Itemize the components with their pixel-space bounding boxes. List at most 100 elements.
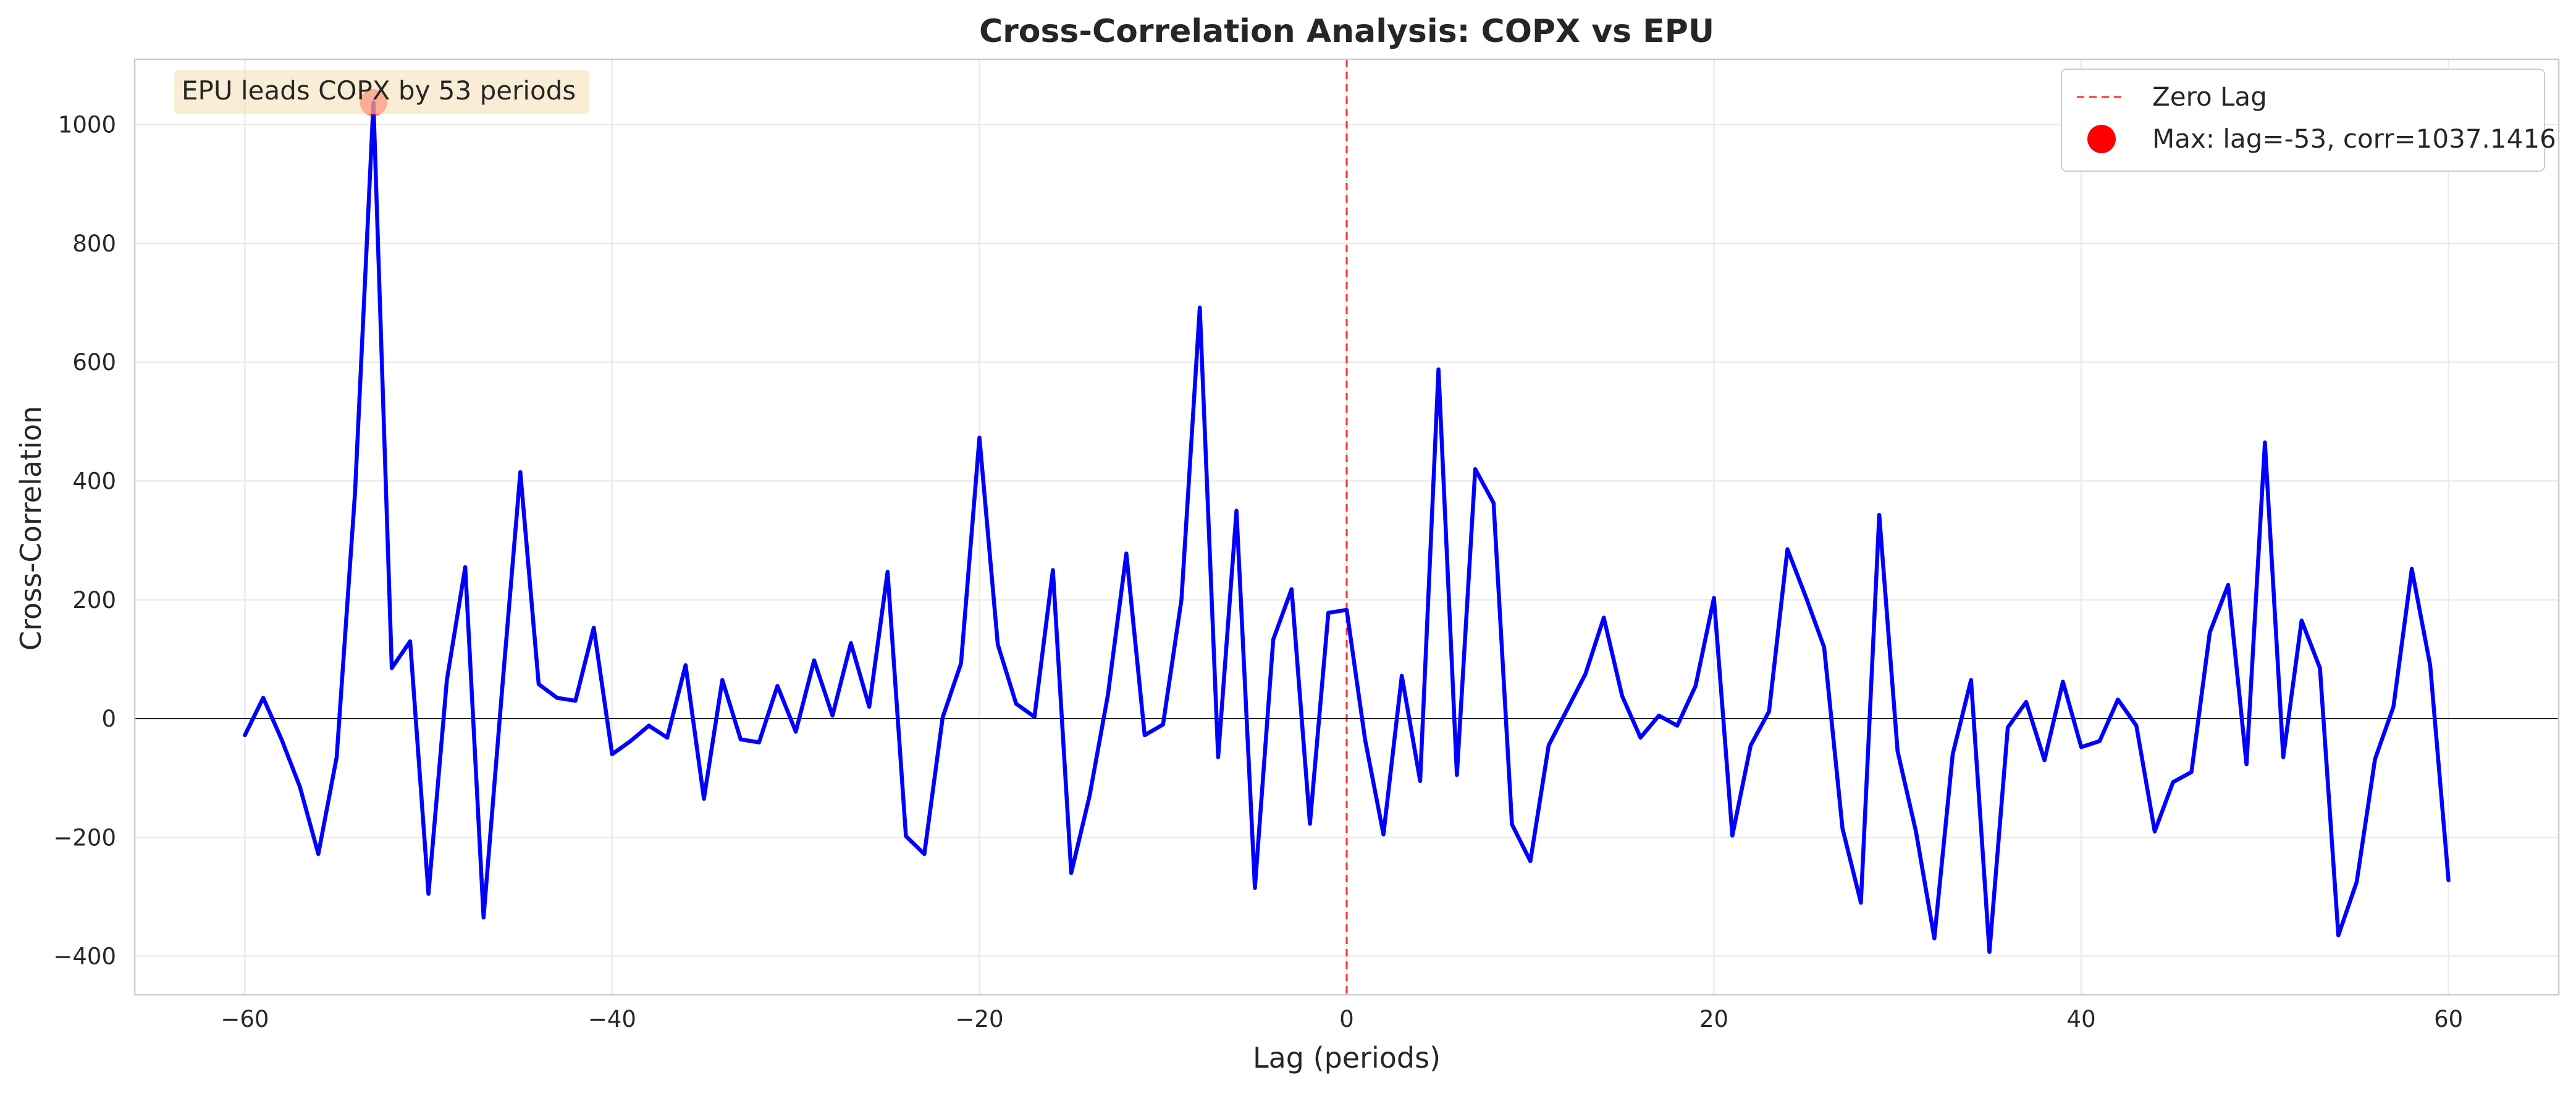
data-point: [2061, 680, 2065, 683]
data-point: [1639, 736, 1643, 740]
data-point: [1437, 368, 1441, 371]
data-point: [977, 436, 981, 439]
data-point: [1455, 773, 1458, 777]
data-point: [1124, 552, 1128, 555]
data-point: [922, 852, 926, 856]
data-point: [1528, 859, 1532, 863]
data-point: [1326, 611, 1330, 615]
y-tick-label: 1000: [58, 112, 116, 138]
y-tick-label: −200: [53, 824, 116, 851]
data-point: [812, 659, 816, 662]
data-point: [2245, 762, 2249, 766]
data-point: [2391, 705, 2395, 709]
data-point: [1822, 646, 1826, 649]
data-point: [1510, 822, 1514, 826]
data-point: [775, 684, 779, 688]
data-point: [2336, 934, 2340, 937]
data-point: [1602, 616, 1606, 620]
data-point: [2208, 631, 2212, 635]
data-point: [2024, 700, 2028, 704]
data-point: [1363, 738, 1367, 741]
data-point: [1712, 596, 1716, 600]
data-point: [1198, 306, 1202, 310]
data-point: [1235, 509, 1239, 513]
data-point: [335, 755, 339, 759]
data-point: [904, 834, 908, 838]
data-point: [427, 892, 431, 896]
data-point: [2428, 663, 2432, 667]
data-point: [702, 797, 706, 801]
plot-frame: [133, 58, 2560, 996]
annotation-background: [174, 70, 589, 114]
x-tick-label: −60: [221, 1006, 269, 1032]
data-point: [1657, 714, 1661, 717]
legend: Zero Lag Max: lag=-53, corr=1037.1416: [2061, 69, 2556, 172]
data-point: [1951, 753, 1955, 756]
data-point: [2043, 758, 2047, 762]
data-point: [2318, 666, 2322, 670]
data-point: [1767, 709, 1771, 713]
y-tick-label: 200: [72, 587, 116, 614]
data-point: [720, 678, 724, 682]
data-point: [1400, 674, 1404, 678]
data-point: [684, 663, 688, 667]
data-point: [739, 738, 743, 741]
data-point: [665, 736, 669, 740]
data-point: [1014, 702, 1018, 706]
data-point: [1216, 755, 1220, 759]
data-point: [1161, 723, 1165, 727]
data-point: [1033, 715, 1037, 719]
x-tick-label: −20: [955, 1006, 1003, 1032]
y-axis-label: Cross-Correlation: [14, 406, 48, 651]
data-point: [1987, 950, 1991, 954]
data-point: [2300, 618, 2304, 622]
data-point: [1804, 595, 1808, 599]
y-tick-label: 0: [101, 706, 116, 732]
legend-max-marker: [2087, 125, 2116, 153]
data-point: [1088, 794, 1092, 798]
data-point: [886, 570, 890, 574]
y-tick-label: 400: [72, 468, 116, 495]
data-point: [316, 852, 320, 856]
data-point: [1620, 694, 1624, 698]
legend-max-label: Max: lag=-53, corr=1037.1416: [2152, 124, 2556, 154]
data-point: [2153, 830, 2157, 833]
legend-box: [2061, 69, 2545, 172]
data-point: [1785, 547, 1789, 551]
x-axis-label: Lag (periods): [1253, 1041, 1441, 1074]
data-point: [445, 678, 448, 682]
data-point: [2281, 755, 2285, 759]
data-point: [482, 916, 486, 919]
data-point: [2006, 725, 2010, 729]
data-point: [518, 470, 522, 474]
data-point: [1418, 779, 1422, 783]
data-point: [1106, 693, 1110, 697]
data-point: [1381, 832, 1385, 836]
data-point: [2098, 740, 2102, 743]
data-point: [2189, 770, 2193, 774]
data-point: [1675, 724, 1679, 728]
data-point: [2263, 441, 2267, 444]
data-point: [2410, 567, 2414, 571]
data-point: [1859, 901, 1863, 905]
data-point: [1914, 830, 1918, 833]
data-point: [2355, 880, 2359, 884]
x-tick-label: 40: [2067, 1006, 2096, 1032]
data-point: [1749, 743, 1753, 747]
data-point: [1143, 733, 1147, 737]
data-point: [280, 738, 284, 741]
data-point: [2447, 878, 2451, 882]
data-point: [1345, 608, 1349, 612]
series-layer: [243, 100, 2451, 955]
x-tick-label: −40: [588, 1006, 636, 1032]
data-point: [1473, 467, 1477, 471]
data-point: [573, 699, 577, 703]
data-point: [463, 565, 467, 569]
data-point: [1877, 513, 1881, 517]
data-point: [2116, 698, 2120, 701]
data-point: [941, 715, 945, 719]
data-point: [353, 491, 357, 495]
legend-zero-lag-label: Zero Lag: [2152, 82, 2267, 112]
data-point: [2079, 745, 2083, 749]
data-point: [1565, 708, 1569, 712]
